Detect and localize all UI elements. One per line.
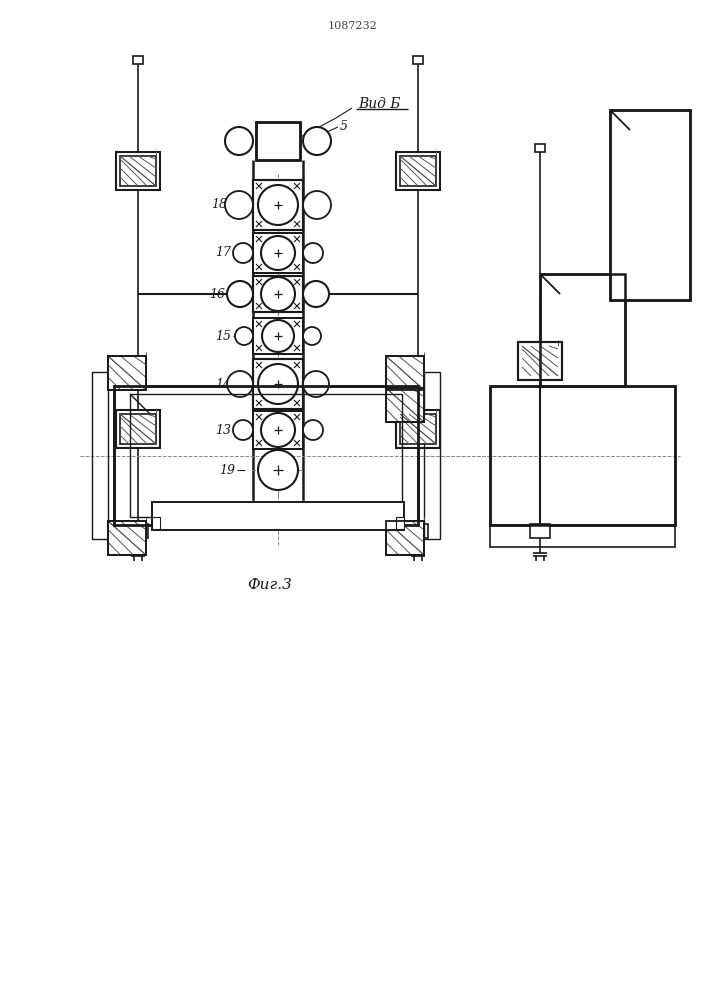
Bar (114, 386, 418, 525)
Circle shape (227, 371, 253, 397)
Bar (92, 372, 108, 539)
Bar (490, 386, 675, 525)
Bar (253, 359, 303, 409)
Text: 1087232: 1087232 (328, 21, 378, 31)
Bar (253, 411, 303, 449)
Bar (413, 56, 423, 64)
Bar (253, 411, 303, 449)
Bar (253, 318, 303, 354)
Bar (522, 346, 558, 376)
Circle shape (225, 191, 253, 219)
Circle shape (261, 236, 295, 270)
Bar (400, 156, 436, 186)
Bar (386, 356, 424, 390)
Bar (133, 56, 143, 64)
Text: 13: 13 (215, 424, 231, 436)
Bar (256, 122, 300, 160)
Text: Фиг.3: Фиг.3 (247, 578, 293, 592)
Bar (396, 517, 404, 529)
Bar (108, 521, 146, 555)
Bar (116, 152, 160, 190)
Bar (152, 502, 404, 530)
Bar (152, 502, 404, 530)
Text: 18: 18 (211, 198, 227, 212)
Bar (610, 110, 690, 300)
Bar (400, 414, 436, 444)
Bar (424, 372, 440, 539)
Bar (253, 180, 303, 230)
Bar (386, 388, 424, 422)
Bar (490, 386, 675, 525)
Bar (154, 505, 402, 527)
Circle shape (258, 185, 298, 225)
Circle shape (303, 327, 321, 345)
Circle shape (233, 420, 253, 440)
Bar (116, 410, 160, 448)
Bar (540, 274, 625, 386)
Circle shape (235, 327, 253, 345)
Bar (130, 394, 402, 517)
Bar (540, 274, 625, 386)
Bar (108, 521, 146, 555)
Bar (386, 521, 424, 555)
Bar (253, 233, 303, 273)
Circle shape (261, 277, 295, 311)
Circle shape (227, 281, 253, 307)
Bar (386, 521, 424, 555)
Bar (253, 180, 303, 230)
Bar (253, 276, 303, 312)
Bar (128, 524, 148, 538)
Circle shape (233, 243, 253, 263)
Circle shape (303, 420, 323, 440)
Bar (120, 156, 156, 186)
Text: 5: 5 (340, 120, 348, 133)
Bar (114, 386, 418, 525)
Bar (396, 410, 440, 448)
Bar (490, 525, 675, 547)
Circle shape (258, 364, 298, 404)
Bar (396, 152, 440, 190)
Bar (120, 414, 156, 444)
Bar (610, 110, 690, 300)
Bar (253, 276, 303, 312)
Circle shape (303, 191, 331, 219)
Circle shape (303, 281, 329, 307)
Text: 19: 19 (219, 464, 235, 477)
Text: 15: 15 (215, 330, 231, 342)
Circle shape (262, 320, 294, 352)
Circle shape (225, 127, 253, 155)
Bar (108, 356, 146, 390)
Circle shape (303, 127, 331, 155)
Bar (518, 342, 562, 380)
Bar (108, 356, 146, 390)
Bar (253, 233, 303, 273)
Text: 16: 16 (209, 288, 225, 300)
Bar (253, 318, 303, 354)
Bar (408, 524, 428, 538)
Circle shape (303, 371, 329, 397)
Text: 14: 14 (215, 377, 231, 390)
Bar (386, 356, 424, 390)
Bar (386, 388, 424, 422)
Circle shape (303, 243, 323, 263)
Bar (530, 524, 550, 538)
Bar (518, 342, 562, 380)
Text: 17: 17 (215, 246, 231, 259)
Bar (535, 144, 545, 152)
Bar (152, 517, 160, 529)
Text: Вид Б: Вид Б (358, 97, 400, 111)
Circle shape (258, 450, 298, 490)
Circle shape (261, 413, 295, 447)
Bar (253, 359, 303, 409)
Bar (256, 122, 300, 160)
